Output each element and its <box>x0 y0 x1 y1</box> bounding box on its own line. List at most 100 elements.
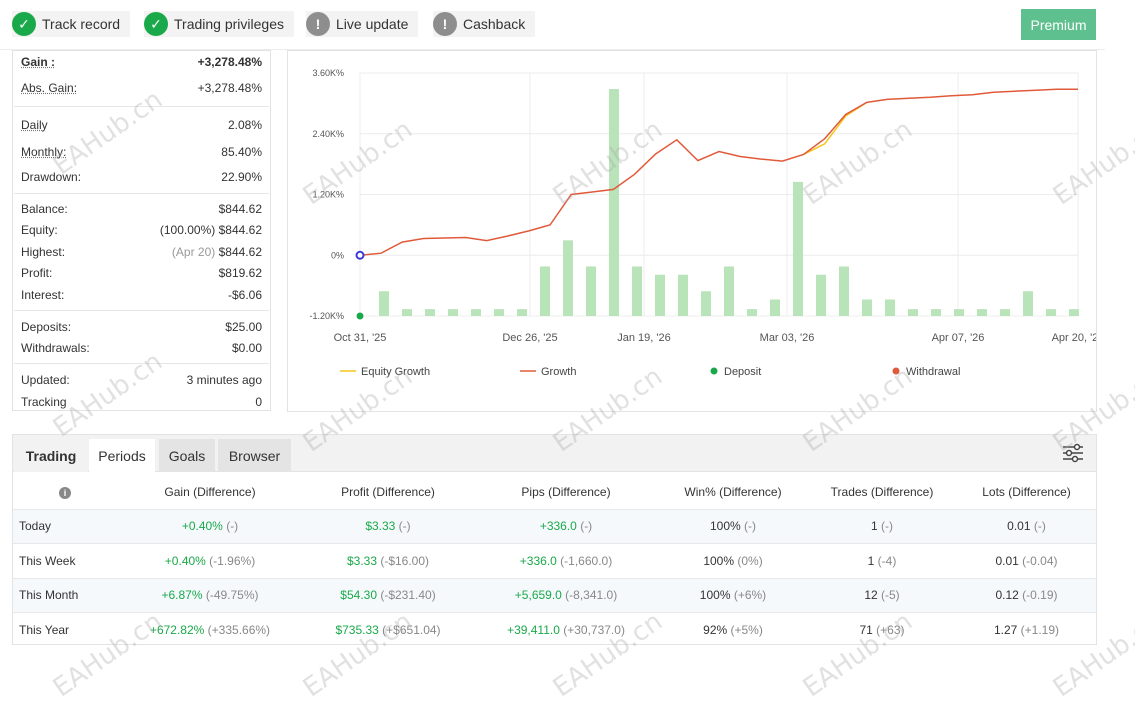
info-header: i <box>13 475 117 509</box>
stat-label[interactable]: Abs. Gain: <box>21 81 78 95</box>
tab-trading[interactable]: Trading <box>14 439 88 472</box>
header-win[interactable]: Win% (Difference) <box>684 484 782 499</box>
info-icon[interactable]: i <box>59 486 71 499</box>
stat-profit: Profit: $819.62 <box>21 264 262 282</box>
badge-live-update[interactable]: ! Live update <box>306 11 419 37</box>
account-stats-panel: Gain : +3,278.48% Abs. Gain: +3,278.48% … <box>12 50 271 411</box>
filter-settings-icon[interactable] <box>1062 443 1084 463</box>
stat-value: -$6.06 <box>227 288 262 302</box>
stat-note: (100.00%) <box>159 223 216 237</box>
exclamation-icon: ! <box>306 12 330 36</box>
stat-label[interactable]: Gain : <box>21 55 56 69</box>
bar <box>609 89 619 316</box>
stat-equity: Equity: (100.00%) $844.62 <box>21 221 262 239</box>
stat-drawdown: Drawdown: 22.90% <box>21 168 262 186</box>
cell-value: 92% <box>703 623 728 637</box>
stat-monthly: Monthly: 85.40% <box>21 143 262 161</box>
stat-label: Balance: <box>21 202 68 216</box>
cell-value: $54.30 <box>340 588 377 603</box>
cell-difference: (-4) <box>874 553 897 568</box>
check-icon: ✓ <box>144 12 168 36</box>
table-header-row: i Gain (Difference) Profit (Difference) … <box>13 475 1096 509</box>
growth-chart-panel: 3.60K% 2.40K% 1.20K% 0% -1.20K% Oct 31, '25 De… <box>287 50 1097 412</box>
bar <box>1000 309 1010 316</box>
bar <box>885 299 895 316</box>
bar <box>563 240 573 316</box>
cell-value: +0.40% <box>181 519 223 534</box>
cell-value: +39,411.0 <box>507 623 560 637</box>
badge-cashback[interactable]: ! Cashback <box>433 11 536 37</box>
stat-label: Highest: <box>21 245 66 259</box>
cell-difference: (-$16.00) <box>377 553 430 568</box>
cell-lots: 1.27 (+1.19) <box>957 612 1096 647</box>
cell-difference: (-1,660.0) <box>556 553 613 568</box>
cell-difference: (+63) <box>872 623 905 637</box>
stat-label[interactable]: Monthly: <box>21 145 67 159</box>
x-tick-label: Dec 26, '25 <box>502 332 557 344</box>
bar <box>425 309 435 316</box>
y-tick-label: 1.20K% <box>312 190 344 200</box>
table-row: This Week +0.40% (-1.96%) $3.33 (-$16.00) +… <box>13 543 1096 578</box>
cell-value: 0.01 <box>1007 519 1031 534</box>
stat-value: +3,278.48% <box>197 55 262 69</box>
badge-label: Cashback <box>463 16 526 32</box>
cell-win: 92% (+5%) <box>659 612 807 647</box>
cell-difference: (-) <box>1030 519 1046 534</box>
stat-value: 0 <box>255 395 262 409</box>
premium-button[interactable]: Premium <box>1021 9 1096 40</box>
bar <box>816 274 826 316</box>
stat-abs-gain: Abs. Gain: +3,278.48% <box>21 79 262 97</box>
exclamation-icon: ! <box>433 12 457 36</box>
stat-label: Interest: <box>21 288 65 302</box>
cell-value: +6.87% <box>161 588 203 603</box>
bar <box>586 266 596 316</box>
cell-value: 12 <box>864 588 878 603</box>
cell-difference: (-8,341.0) <box>561 588 618 603</box>
tab-browser[interactable]: Browser <box>218 439 291 472</box>
growth-chart[interactable]: 3.60K% 2.40K% 1.20K% 0% -1.20K% Oct 31, '25 De… <box>288 51 1096 411</box>
stat-label[interactable]: Daily <box>21 118 48 132</box>
bar <box>724 266 734 316</box>
bar <box>793 181 803 316</box>
x-tick-label: Oct 31, '25 <box>334 332 387 344</box>
cell-difference: (-49.75%) <box>202 588 259 603</box>
stat-value: $819.62 <box>218 266 262 280</box>
header-trades[interactable]: Trades (Difference) <box>830 484 934 499</box>
cell-value: 1 <box>867 553 875 568</box>
header-pips[interactable]: Pips (Difference) <box>521 484 611 499</box>
cell-difference: (-5) <box>877 588 900 603</box>
stat-value: $844.62 <box>218 223 262 237</box>
stat-label: Updated: <box>21 373 70 387</box>
legend-label: Withdrawal <box>906 366 960 378</box>
check-icon: ✓ <box>12 12 36 36</box>
cell-gain: +672.82% (+335.66%) <box>117 612 303 647</box>
bar <box>931 309 941 316</box>
stat-value: 85.40% <box>221 145 262 159</box>
x-tick-label: Mar 03, '26 <box>760 332 815 344</box>
cell-gain: +6.87% (-49.75%) <box>117 577 303 613</box>
badge-label: Live update <box>336 16 409 32</box>
tab-periods[interactable]: Periods <box>89 439 155 472</box>
table-row: This Month +6.87% (-49.75%) $54.30 (-$231.… <box>13 577 1096 613</box>
stat-label: Withdrawals: <box>21 341 90 355</box>
legend-label: Equity Growth <box>361 366 430 378</box>
bar <box>678 274 688 316</box>
cell-gain: +0.40% (-) <box>117 508 303 544</box>
header-gain[interactable]: Gain (Difference) <box>164 484 256 499</box>
badge-label: Track record <box>42 16 121 32</box>
cell-pips: +336.0 (-1,660.0) <box>473 543 659 578</box>
header-profit[interactable]: Profit (Difference) <box>341 484 435 499</box>
divider <box>14 193 269 194</box>
cell-win: 100% (+6%) <box>659 577 807 613</box>
stat-value: 2.08% <box>227 118 262 132</box>
tab-goals[interactable]: Goals <box>159 439 215 472</box>
badge-track-record[interactable]: ✓ Track record <box>12 11 131 37</box>
header-lots[interactable]: Lots (Difference) <box>982 484 1071 499</box>
divider <box>14 106 269 107</box>
bar <box>1046 309 1056 316</box>
stat-value: $25.00 <box>225 320 262 334</box>
period-label: This Year <box>13 612 117 647</box>
cell-difference: (-) <box>222 519 239 534</box>
badge-trading-privileges[interactable]: ✓ Trading privileges <box>144 11 294 37</box>
cell-pips: +39,411.0 (+30,737.0) <box>473 612 659 647</box>
